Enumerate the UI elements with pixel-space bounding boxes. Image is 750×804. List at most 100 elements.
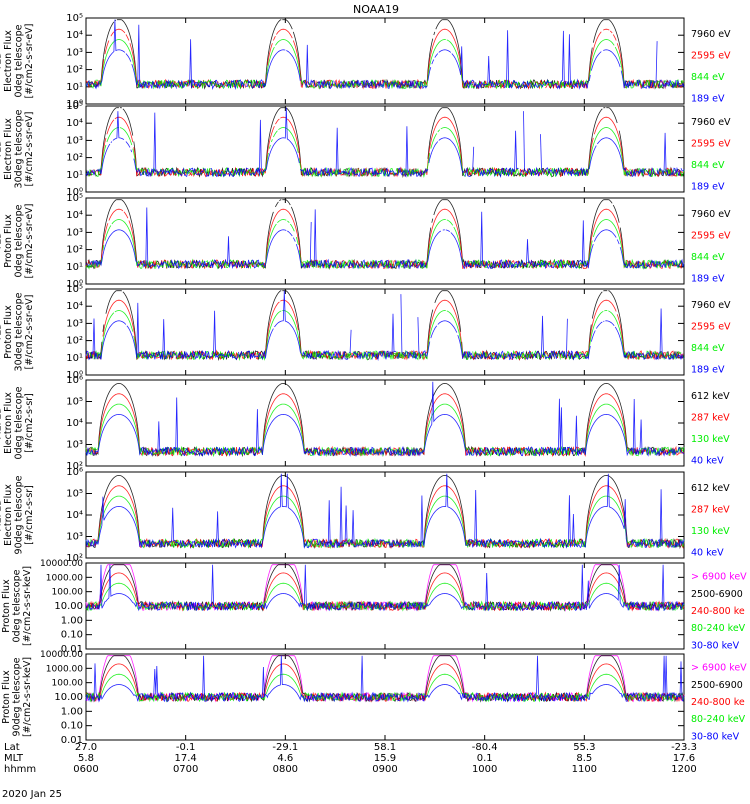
y-tick-label: 10⁴ bbox=[66, 30, 83, 41]
y-tick-label: 10⁵ bbox=[66, 13, 83, 24]
time-axis-value: 15.9 bbox=[374, 753, 396, 764]
panel-1: 10⁰ 10¹ 10² 10³ 10⁴ 10⁵ TEDElectron Flux0deg t… bbox=[0, 13, 731, 110]
legend-entry: 30-80 keV bbox=[691, 640, 740, 651]
y-tick-label: 0.10 bbox=[61, 630, 83, 641]
legend-entry: 40 keV bbox=[691, 547, 724, 558]
y-tick-label: 10³ bbox=[66, 440, 83, 451]
time-axis-value: 17.4 bbox=[175, 753, 197, 764]
legend-entry: 844 eV bbox=[691, 252, 725, 263]
legend-entry: > 6900 keV bbox=[691, 572, 747, 583]
legend-entry: 2500-6900 bbox=[691, 680, 743, 691]
y-axis-label: TEDElectron Flux30deg telescope[#/cm2-s-… bbox=[0, 109, 35, 188]
y-tick-label: 10¹ bbox=[66, 353, 83, 364]
panel-4: 10⁰ 10¹ 10² 10³ 10⁴ 10⁵ TEDProton Flux30deg te… bbox=[0, 284, 731, 381]
y-axis-label-line: [#/cm2-s-sr-eV] bbox=[24, 112, 35, 187]
time-axis-value: 55.3 bbox=[573, 742, 595, 753]
y-axis-label-line: [#/cm2-s-sr-eV] bbox=[24, 295, 35, 370]
series-trace bbox=[85, 485, 685, 550]
y-tick-label: 10² bbox=[66, 65, 83, 76]
legend-entry: 287 keV bbox=[691, 412, 730, 423]
y-tick-label: 10⁰ bbox=[66, 99, 83, 110]
series-trace bbox=[85, 564, 685, 612]
y-axis-label-line: Proton Flux bbox=[1, 670, 12, 724]
time-axis-row-label: MLT bbox=[4, 753, 24, 764]
y-tick-label: 10⁵ bbox=[66, 101, 83, 112]
y-tick-label: 10⁰ bbox=[66, 187, 83, 198]
y-axis-label: TEDProton Flux30deg telescope[#/cm2-s-sr… bbox=[0, 292, 35, 371]
y-axis-label: MEPEDProton Flux90deg telescope[#/cm2-s-… bbox=[0, 657, 33, 737]
time-axis-value: 0700 bbox=[173, 764, 198, 775]
y-tick-label: 10¹ bbox=[66, 170, 83, 181]
y-tick-label: 10⁴ bbox=[66, 301, 83, 312]
date-label: 2020 Jan 25 bbox=[2, 789, 62, 800]
legend-entry: 240-800 ke bbox=[691, 697, 745, 708]
series-trace bbox=[85, 655, 685, 703]
plot-title: NOAA19 bbox=[353, 3, 399, 16]
y-axis-label-line: 90deg telescope bbox=[11, 657, 22, 736]
legend-entry: 130 keV bbox=[691, 526, 730, 537]
y-tick-label: 10⁴ bbox=[66, 118, 83, 129]
legend-entry: 844 eV bbox=[691, 72, 725, 83]
y-tick-label: 1000.00 bbox=[46, 664, 83, 674]
y-tick-label: 0.01 bbox=[61, 735, 83, 746]
y-tick-label: 0.01 bbox=[61, 644, 83, 655]
y-axis-label-line: 90deg telescope bbox=[13, 475, 24, 554]
y-tick-label: 10³ bbox=[66, 135, 83, 146]
y-tick-label: 10² bbox=[66, 553, 83, 564]
time-axis-value: 1100 bbox=[572, 764, 597, 775]
y-axis-label-line: Proton Flux bbox=[3, 305, 14, 359]
y-tick-label: 1000.00 bbox=[46, 573, 83, 583]
time-axis-value: 1200 bbox=[671, 764, 696, 775]
legend-entry: 80-240 keV bbox=[691, 714, 746, 725]
y-tick-label: 1.00 bbox=[61, 615, 83, 626]
legend-entry: 612 keV bbox=[691, 483, 730, 494]
time-axis-value: 27.0 bbox=[75, 742, 97, 753]
panel-3: 10⁰ 10¹ 10² 10³ 10⁴ 10⁵ TEDProton Flux0deg tel… bbox=[0, 193, 731, 290]
y-axis-label-line: Electron Flux bbox=[3, 118, 14, 180]
time-axis-row-label: Lat bbox=[4, 742, 20, 753]
series-trace bbox=[85, 474, 685, 550]
time-axis-value: 4.6 bbox=[277, 753, 293, 764]
y-axis-label-line: Electron Flux bbox=[3, 30, 14, 92]
panel-7: 0.01 0.10 1.00 10.00 100.00 1000.00 10000.00 ME… bbox=[0, 559, 747, 655]
legend-entry: 189 eV bbox=[691, 273, 725, 284]
time-axis-value: 0900 bbox=[372, 764, 397, 775]
y-tick-label: 10³ bbox=[66, 47, 83, 58]
y-tick-label: 100.00 bbox=[52, 679, 84, 689]
y-axis-label-line: TED bbox=[0, 139, 3, 159]
panel-6: 10² 10³ 10⁴ 10⁵ 10⁶ MEPEDElectron Flux90deg t… bbox=[0, 467, 730, 564]
y-axis-label-line: [#/cm2-s-sr-eV] bbox=[24, 24, 35, 99]
legend-entry: 240-800 ke bbox=[691, 606, 745, 617]
y-axis-label-line: Proton Flux bbox=[1, 579, 12, 633]
y-tick-label: 100.00 bbox=[52, 588, 84, 598]
panel-8: 0.01 0.10 1.00 10.00 100.00 1000.00 10000.00 ME… bbox=[0, 650, 747, 746]
y-axis-label: MEPEDElectron Flux0deg telescope[#/cm2-s… bbox=[0, 386, 35, 459]
series-trace bbox=[85, 381, 685, 457]
y-axis-label-line: MEPED bbox=[0, 498, 3, 531]
series-trace bbox=[85, 564, 685, 612]
legend-entry: 844 eV bbox=[691, 343, 725, 354]
time-axis-value: -23.3 bbox=[671, 742, 697, 753]
series-trace bbox=[85, 564, 685, 612]
legend-entry: 2595 eV bbox=[691, 230, 731, 241]
legend-entry: 7960 eV bbox=[691, 117, 731, 128]
legend-entry: 189 eV bbox=[691, 93, 725, 104]
y-tick-label: 10⁵ bbox=[66, 284, 83, 295]
y-axis-label-line: [#/cm2-s-sr-eV] bbox=[24, 204, 35, 279]
y-tick-label: 10⁵ bbox=[66, 489, 83, 500]
y-tick-label: 10² bbox=[66, 153, 83, 164]
y-tick-label: 10¹ bbox=[66, 82, 83, 93]
y-tick-label: 10⁰ bbox=[66, 279, 83, 290]
y-axis-label-line: 0deg telescope bbox=[11, 569, 22, 642]
time-axis-value: 0.1 bbox=[477, 753, 493, 764]
y-axis-label: MEPEDProton Flux0deg telescope[#/cm2-s-s… bbox=[0, 566, 33, 646]
y-axis-label-line: 30deg telescope bbox=[13, 109, 24, 188]
series-trace bbox=[85, 473, 685, 549]
y-tick-label: 10¹ bbox=[66, 262, 83, 273]
time-axis-value: 0800 bbox=[273, 764, 298, 775]
time-axis-value: -29.1 bbox=[272, 742, 298, 753]
